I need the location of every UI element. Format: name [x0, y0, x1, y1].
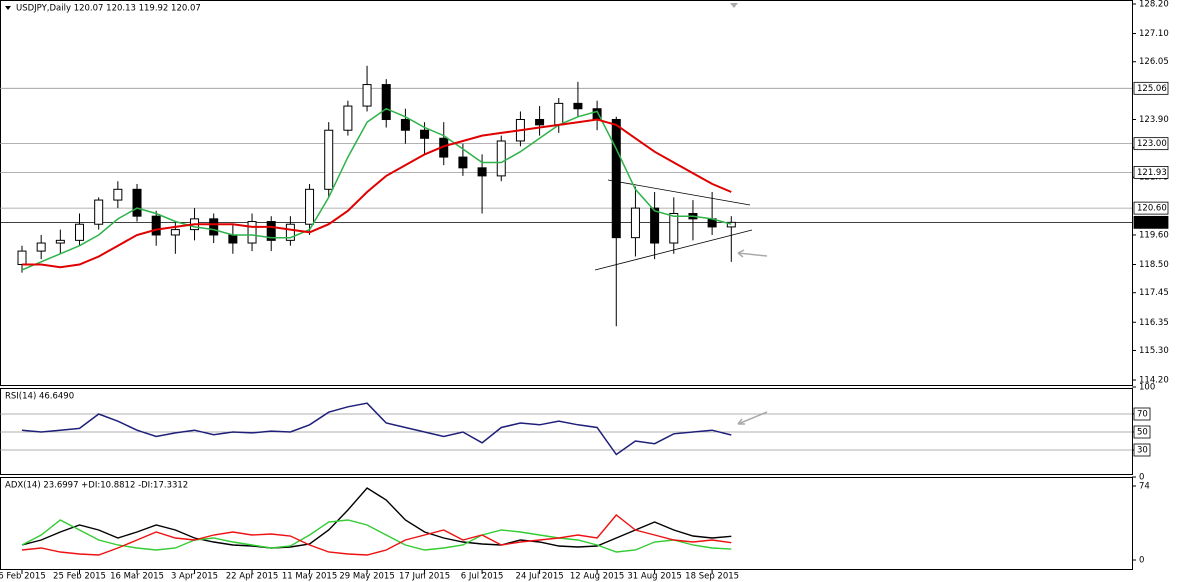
y-tick-label: 123.90	[1139, 115, 1169, 125]
x-tick-label: 22 Apr 2015	[226, 572, 279, 582]
level-box	[1133, 81, 1169, 95]
adx-title: ADX(14) 23.6997 +DI:10.8812 -DI:17.3312	[5, 481, 188, 491]
x-tick-label: 24 Jul 2015	[516, 572, 564, 582]
level-label: 120.07	[1137, 218, 1167, 228]
candle-body	[496, 140, 506, 177]
candle-body	[573, 102, 583, 110]
x-tick-label: 6 Feb 2015	[0, 572, 46, 582]
candle-body	[170, 229, 180, 236]
level-box	[1133, 407, 1151, 421]
candle-body	[75, 223, 85, 241]
level-box	[1133, 201, 1169, 215]
level-label: 123.00	[1137, 139, 1167, 149]
candle-body	[305, 188, 315, 225]
price-panel	[0, 0, 1133, 386]
indicator-line	[21, 487, 732, 549]
candle-body	[630, 207, 640, 239]
arrow	[737, 249, 768, 258]
y-tick-label: 0	[1139, 556, 1144, 566]
candle-body	[611, 118, 621, 239]
x-tick-label: 25 Feb 2015	[53, 572, 106, 582]
chart-title: USDJPY,Daily 120.07 120.13 119.92 120.07	[16, 4, 201, 14]
y-tick-label: 128.20	[1139, 0, 1169, 10]
y-tick-label: 117.45	[1139, 288, 1169, 298]
candle-body	[94, 199, 104, 225]
x-tick-label: 17 Jun 2015	[399, 572, 450, 582]
candle-body	[381, 84, 391, 120]
candle-body	[113, 188, 123, 201]
y-tick-label: 115.30	[1139, 346, 1169, 356]
x-tick-label: 31 Aug 2015	[627, 572, 681, 582]
level-box	[1133, 137, 1169, 151]
level-label: 50	[1137, 428, 1148, 438]
x-tick-label: 3 Apr 2015	[171, 572, 218, 582]
level-label: 120.60	[1137, 204, 1167, 214]
x-tick-label: 6 Jul 2015	[461, 572, 504, 582]
moving-average	[22, 118, 732, 269]
y-tick-label: 118.50	[1139, 260, 1169, 270]
candle-body	[477, 167, 487, 177]
indicator-line	[21, 519, 732, 553]
candle-body	[669, 212, 679, 244]
level-box	[1133, 443, 1151, 457]
candle-body	[132, 188, 142, 217]
y-tick-label: 127.10	[1139, 29, 1169, 39]
moving-average	[21, 107, 732, 271]
rsi-panel	[0, 388, 1133, 475]
adx-panel	[0, 477, 1133, 570]
level-label: 121.93	[1137, 168, 1167, 178]
y-tick-label: 0	[1139, 473, 1144, 483]
candle-body	[17, 250, 27, 266]
indicator-line	[21, 514, 732, 556]
candle-body	[266, 221, 276, 241]
candle-body	[726, 221, 736, 228]
level-label: 70	[1137, 410, 1148, 420]
candle-body	[420, 129, 430, 139]
candle-body	[343, 105, 353, 131]
candle-body	[36, 242, 46, 252]
candle-body	[209, 218, 219, 236]
level-box	[1133, 165, 1169, 179]
indicator-line	[21, 402, 732, 456]
y-tick-label: 116.35	[1139, 318, 1169, 328]
x-tick-label: 29 May 2015	[339, 572, 394, 582]
candle-body	[285, 223, 295, 241]
candle-body	[362, 84, 372, 107]
level-label: 125.06	[1137, 84, 1167, 94]
x-tick-label: 18 Sep 2015	[685, 572, 739, 582]
candle-body	[458, 156, 468, 169]
candle-body	[554, 102, 564, 126]
x-tick-label: 12 Aug 2015	[570, 572, 624, 582]
shift-marker	[730, 3, 738, 8]
candle-body	[247, 221, 257, 244]
level-box	[1133, 425, 1151, 439]
menu-arrow[interactable]	[5, 6, 11, 10]
candle-body	[55, 239, 65, 244]
y-tick-label: 100	[1139, 383, 1155, 393]
candle-body	[650, 207, 660, 244]
candle-body	[228, 234, 238, 244]
trend-line	[607, 179, 751, 206]
x-tick-label: 11 May 2015	[282, 572, 337, 582]
candle-body	[151, 215, 161, 236]
y-tick-label: 126.05	[1139, 57, 1169, 67]
candle-body	[535, 118, 545, 126]
rsi-title: RSI(14) 46.6490	[5, 392, 74, 402]
y-tick-label: 74	[1139, 482, 1150, 492]
y-tick-label: 114.20	[1139, 376, 1169, 386]
level-box	[1133, 215, 1169, 229]
candle-body	[400, 118, 410, 131]
candle-body	[324, 129, 334, 190]
y-tick-label: 119.60	[1139, 230, 1169, 240]
x-tick-label: 16 Mar 2015	[110, 572, 164, 582]
level-label: 30	[1137, 446, 1148, 456]
